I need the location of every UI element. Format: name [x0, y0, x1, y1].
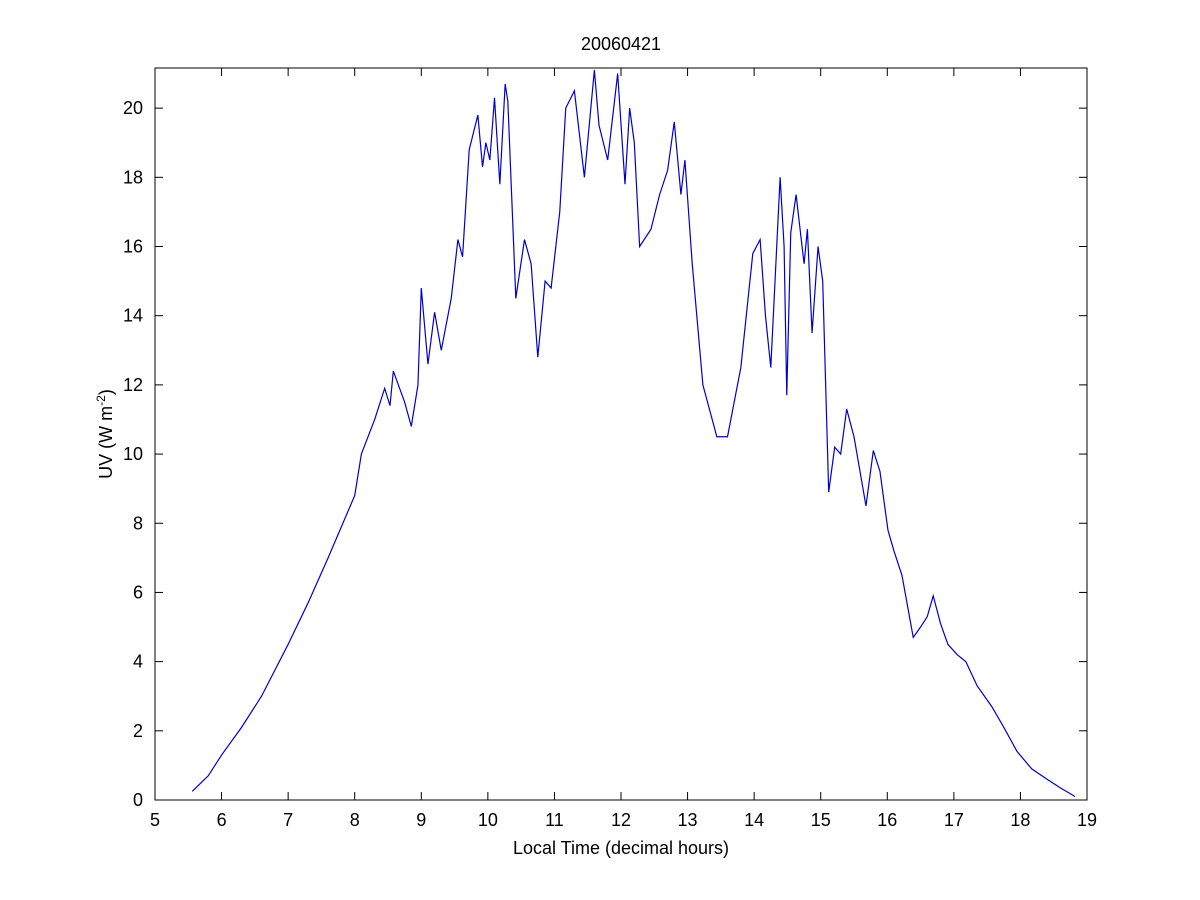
- x-tick-label: 14: [744, 810, 764, 830]
- x-tick-label: 8: [350, 810, 360, 830]
- x-tick-label: 7: [283, 810, 293, 830]
- x-tick-label: 17: [944, 810, 964, 830]
- y-tick-label: 2: [133, 721, 143, 741]
- x-axis-label: Local Time (decimal hours): [513, 838, 729, 858]
- chart-title: 20060421: [581, 34, 661, 54]
- y-tick-label: 14: [123, 306, 143, 326]
- x-tick-label: 13: [678, 810, 698, 830]
- y-label-main: UV (W m: [96, 406, 116, 479]
- x-tick-label: 6: [217, 810, 227, 830]
- x-tick-label: 19: [1077, 810, 1097, 830]
- y-tick-label: 20: [123, 98, 143, 118]
- y-axis-label: UV (W m-2): [94, 389, 116, 479]
- x-tick-label: 5: [150, 810, 160, 830]
- x-tick-label: 9: [416, 810, 426, 830]
- x-tick-label: 18: [1010, 810, 1030, 830]
- y-label-end: ): [96, 389, 116, 395]
- plot-frame: [154, 67, 1088, 801]
- x-tick-label: 12: [611, 810, 631, 830]
- y-tick-label: 10: [123, 444, 143, 464]
- x-tick-label: 11: [545, 810, 564, 830]
- x-tick-label: 16: [877, 810, 897, 830]
- y-tick-label: 16: [123, 237, 143, 257]
- y-tick-label: 8: [133, 513, 143, 533]
- y-tick-label: 12: [123, 375, 143, 395]
- y-tick-label: 6: [133, 582, 143, 602]
- x-tick-label: 10: [478, 810, 498, 830]
- data-line: [191, 70, 1076, 798]
- x-tick-label: 15: [811, 810, 831, 830]
- y-tick-label: 4: [133, 652, 143, 672]
- y-label-sup: -2: [94, 395, 108, 406]
- y-tick-label: 18: [123, 167, 143, 187]
- y-tick-label: 0: [133, 790, 143, 810]
